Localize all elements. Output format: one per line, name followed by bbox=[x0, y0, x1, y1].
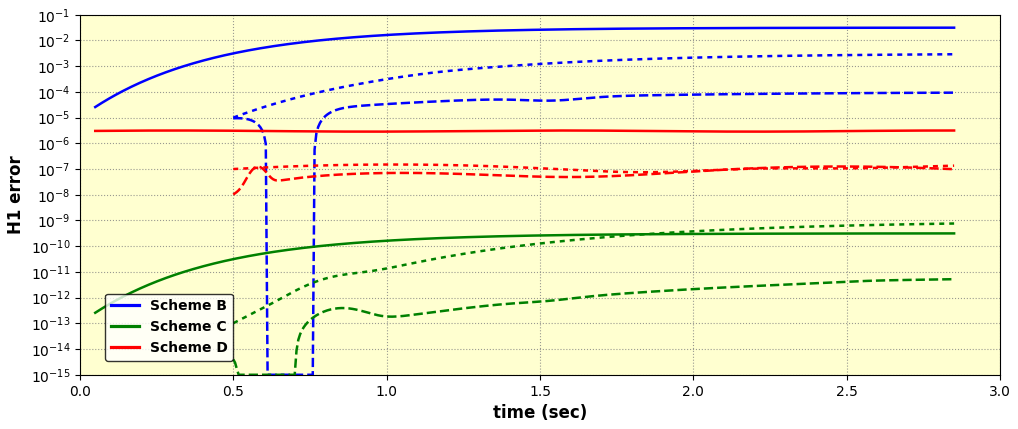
Y-axis label: H1 error: H1 error bbox=[7, 155, 25, 234]
Legend: Scheme B, Scheme C, Scheme D: Scheme B, Scheme C, Scheme D bbox=[105, 293, 233, 361]
X-axis label: time (sec): time (sec) bbox=[493, 404, 587, 422]
